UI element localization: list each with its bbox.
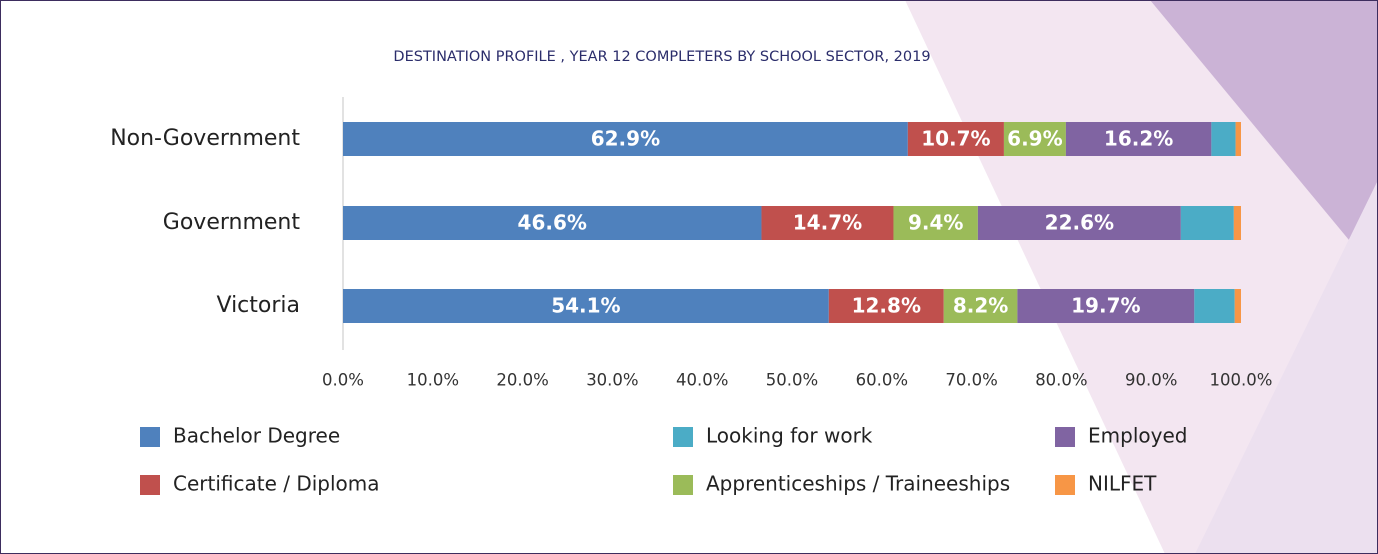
bar-segment [828, 289, 944, 323]
value-label: 16.2% [1104, 127, 1173, 151]
bar-segment [907, 122, 1004, 156]
x-tick-label: 50.0% [766, 371, 818, 390]
value-label: 14.7% [793, 211, 862, 235]
legend-swatch [140, 427, 160, 447]
bar-segment [1234, 289, 1241, 323]
bar-segment [977, 206, 1181, 240]
decoration [1150, 0, 1378, 275]
value-label: 6.9% [1007, 127, 1062, 151]
bar-segment [1180, 206, 1234, 240]
value-label: 46.6% [518, 211, 587, 235]
legend-label: Certificate / Diploma [173, 472, 380, 496]
bar-segment [1065, 122, 1212, 156]
bar-segment [1233, 206, 1241, 240]
bar-segment [1017, 289, 1195, 323]
bar-segment [943, 289, 1018, 323]
x-tick-label: 90.0% [1125, 371, 1177, 390]
bar-segment [343, 206, 762, 240]
legend-label: Bachelor Degree [173, 424, 340, 448]
legend-swatch [140, 475, 160, 495]
legend-swatch [1055, 475, 1075, 495]
x-tick-label: 70.0% [945, 371, 997, 390]
x-tick-label: 60.0% [856, 371, 908, 390]
value-label: 62.9% [591, 127, 660, 151]
x-tick-label: 30.0% [586, 371, 638, 390]
y-tick-label: Victoria [217, 293, 301, 318]
bar-segment [1211, 122, 1236, 156]
x-tick-label: 0.0% [322, 371, 364, 390]
value-label: 10.7% [921, 127, 990, 151]
value-label: 19.7% [1071, 294, 1140, 318]
bar-segment [1194, 289, 1235, 323]
legend-label: Apprenticeships / Traineeships [706, 472, 1010, 496]
y-tick-label: Government [163, 210, 301, 235]
bar-segment [761, 206, 894, 240]
x-tick-label: 10.0% [407, 371, 459, 390]
x-tick-label: 20.0% [496, 371, 548, 390]
legend-label: Employed [1088, 424, 1187, 448]
x-tick-label: 100.0% [1210, 371, 1273, 390]
bar-segment [893, 206, 978, 240]
x-tick-label: 40.0% [676, 371, 728, 390]
bar-segment [343, 122, 908, 156]
chart-title: DESTINATION PROFILE , YEAR 12 COMPLETERS… [393, 49, 930, 65]
legend-swatch [1055, 427, 1075, 447]
value-label: 54.1% [551, 294, 620, 318]
bar-segment [1235, 122, 1241, 156]
legend-swatch [673, 427, 693, 447]
x-tick-label: 80.0% [1035, 371, 1087, 390]
decoration [1195, 180, 1378, 554]
value-label: 8.2% [953, 294, 1008, 318]
y-tick-label: Non-Government [110, 126, 300, 151]
value-label: 12.8% [852, 294, 921, 318]
value-label: 9.4% [908, 211, 963, 235]
value-label: 22.6% [1045, 211, 1114, 235]
bar-segment [343, 289, 829, 323]
legend-swatch [673, 475, 693, 495]
legend-label: Looking for work [706, 424, 873, 448]
legend-label: NILFET [1088, 472, 1157, 496]
bar-segment [1003, 122, 1066, 156]
